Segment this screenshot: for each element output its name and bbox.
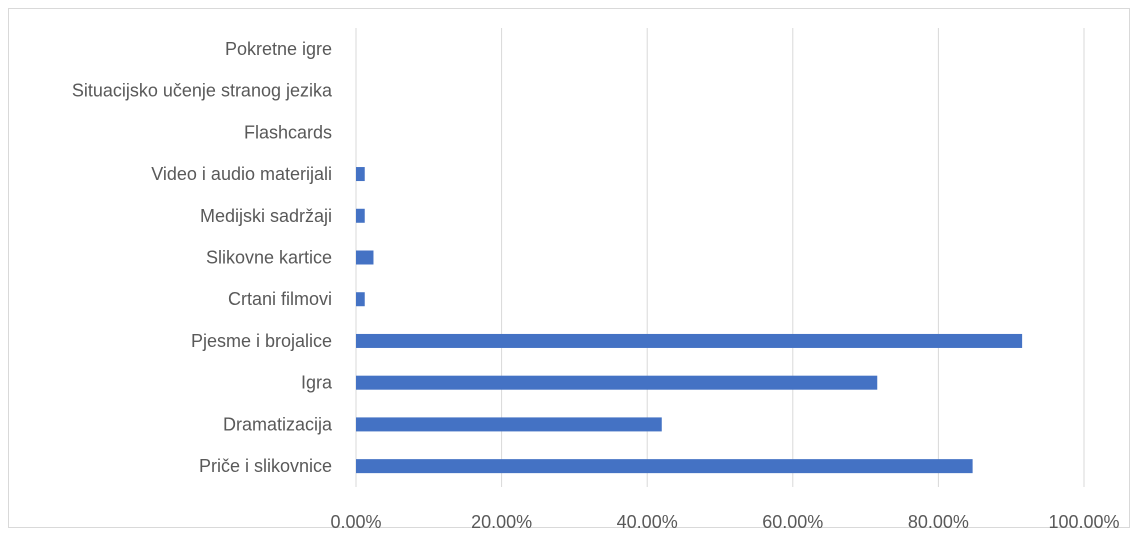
category-label: Igra — [301, 373, 333, 393]
category-label: Priče i slikovnice — [199, 456, 332, 476]
category-label: Pokretne igre — [225, 39, 332, 59]
bar — [356, 417, 662, 432]
category-label: Medijski sadržaji — [200, 206, 332, 226]
category-label: Dramatizacija — [223, 414, 333, 434]
category-label: Pjesme i brojalice — [191, 331, 332, 351]
x-tick-label: 40.00% — [617, 512, 678, 532]
bar — [356, 292, 365, 307]
chart-area — [8, 8, 1130, 528]
x-tick-label: 60.00% — [762, 512, 823, 532]
category-label: Video i audio materijali — [151, 164, 332, 184]
category-label: Flashcards — [244, 122, 332, 142]
x-tick-label: 80.00% — [908, 512, 969, 532]
category-label: Situacijsko učenje stranog jezika — [72, 81, 333, 101]
x-tick-label: 20.00% — [471, 512, 532, 532]
bar — [356, 459, 973, 474]
bar — [356, 208, 365, 223]
x-tick-label: 0.00% — [330, 512, 381, 532]
bar — [356, 333, 1023, 348]
bar — [356, 167, 365, 182]
category-label: Slikovne kartice — [206, 248, 332, 268]
category-label: Crtani filmovi — [228, 289, 332, 309]
x-tick-label: 100.00% — [1048, 512, 1119, 532]
bar — [356, 250, 374, 265]
bar — [356, 375, 878, 390]
